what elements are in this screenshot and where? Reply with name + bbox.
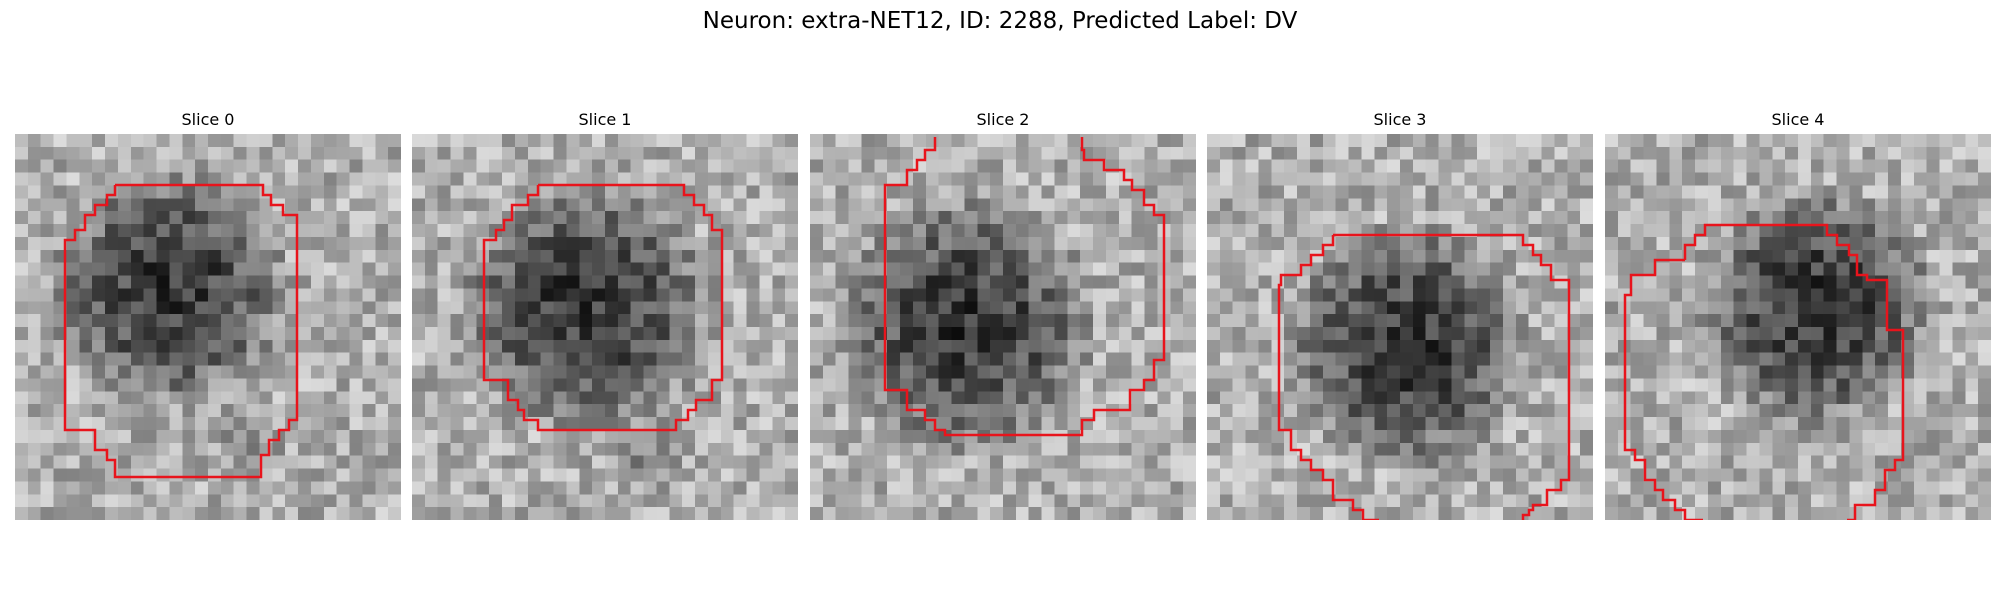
grayscale-image [1605, 134, 1991, 520]
slice-title: Slice 0 [181, 110, 235, 129]
roi-outline [1277, 233, 1571, 520]
roi-outline [1623, 223, 1905, 520]
slice-title: Slice 3 [1373, 110, 1427, 129]
slice-title: Slice 4 [1771, 110, 1825, 129]
slice-panel-4: Slice 4 [1605, 108, 1991, 520]
slice-image [412, 134, 798, 520]
roi-outline [883, 137, 1166, 437]
grayscale-image [412, 134, 798, 520]
slice-image [810, 134, 1196, 520]
slice-panel-2: Slice 2 [810, 108, 1196, 520]
slice-title: Slice 1 [578, 110, 632, 129]
slice-image [1207, 134, 1593, 520]
grayscale-image [15, 134, 401, 520]
grayscale-image [810, 134, 1196, 520]
slice-panel-3: Slice 3 [1207, 108, 1593, 520]
slice-panel-1: Slice 1 [412, 108, 798, 520]
slice-panel-0: Slice 0 [15, 108, 401, 520]
roi-outline [63, 183, 299, 479]
grayscale-image [1207, 134, 1593, 520]
figure-title: Neuron: extra-NET12, ID: 2288, Predicted… [702, 8, 1298, 34]
slice-title: Slice 2 [976, 110, 1030, 129]
roi-outline [482, 183, 724, 432]
slice-image [15, 134, 401, 520]
slice-image [1605, 134, 1991, 520]
